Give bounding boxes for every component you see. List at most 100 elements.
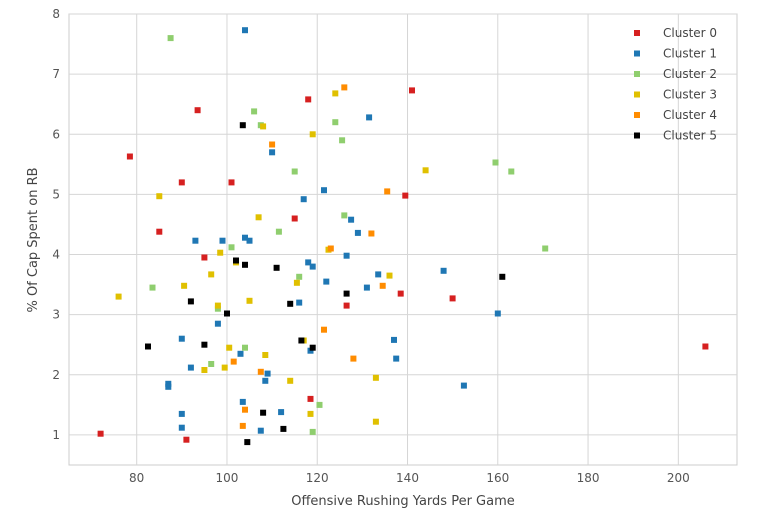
cluster-1-point [237,350,244,357]
cluster-0-point [97,430,104,437]
cluster-1-point [494,310,501,317]
cluster-1-point [343,252,350,259]
cluster-1-point [460,382,467,389]
cluster-0-point [156,228,163,235]
cluster-0-point [402,192,409,199]
cluster-2-point [542,245,549,252]
cluster-1-point [178,335,185,342]
cluster-3-point [221,364,228,371]
cluster-4-point [350,355,357,362]
cluster-1-point [242,27,248,34]
cluster-2-point [339,137,346,144]
y-tick-label: 5 [52,187,60,201]
cluster-1-point [239,398,246,405]
cluster-1-point [321,187,327,194]
x-tick-label: 180 [577,471,600,485]
grid [69,13,737,465]
cluster-1-point [214,320,221,327]
y-tick-label: 7 [52,67,60,81]
cluster-0-point [307,395,314,402]
cluster-1-point [257,427,264,434]
y-tick-label: 8 [52,7,60,21]
cluster-0-point [194,107,201,114]
cluster-1-point [354,229,361,236]
cluster-1-point [264,370,271,377]
cluster-5-point [499,273,506,280]
cluster-0-point [305,96,312,103]
x-tick-label: 140 [396,471,419,485]
cluster-5-point [273,264,280,271]
cluster-1-point [366,114,373,121]
legend-marker-cluster-1 [634,50,640,57]
cluster-1-point [165,383,172,390]
x-tick-label: 200 [667,471,690,485]
y-tick-label: 2 [52,368,60,382]
cluster-0-point [291,215,298,222]
cluster-1-point [363,284,370,291]
y-tick-label: 6 [52,127,60,141]
cluster-1-point [219,237,226,244]
cluster-1-point [309,263,316,270]
cluster-1-point [246,237,253,244]
y-tick-label: 1 [52,428,60,442]
cluster-3-point [262,352,269,358]
cluster-3-point [255,214,262,221]
cluster-2-point [275,228,282,235]
cluster-2-point [251,108,258,115]
cluster-2-point [492,159,499,166]
cluster-4-point [341,84,348,91]
cluster-3-point [422,167,429,174]
cluster-3-point [246,297,253,304]
cluster-3-point [217,249,224,256]
cluster-4-point [379,282,386,289]
cluster-4-point [269,141,276,148]
cluster-1-point [178,424,185,431]
data-points [97,27,709,446]
cluster-1-point [296,299,303,306]
cluster-5-point [244,439,251,446]
cluster-1-point [323,278,330,285]
cluster-3-point [260,123,267,130]
cluster-4-point [230,358,237,365]
cluster-0-point [702,343,709,350]
cluster-4-point [257,368,264,375]
cluster-3-point [156,193,163,200]
cluster-3-point [332,90,339,97]
x-tick-label: 100 [216,471,239,485]
cluster-0-point [343,302,350,309]
legend-marker-cluster-4 [634,112,640,118]
legend-label-cluster-4: Cluster 4 [663,108,717,122]
cluster-0-point [397,290,404,297]
legend-label-cluster-0: Cluster 0 [663,26,717,40]
cluster-5-point [224,310,230,317]
cluster-2-point [291,168,298,175]
cluster-2-point [341,212,348,219]
x-tick-label: 160 [486,471,509,485]
cluster-2-point [296,273,303,280]
cluster-4-point [368,230,375,237]
plot-area [68,13,738,466]
cluster-3-point [372,418,379,425]
cluster-2-point [242,344,248,351]
cluster-1-point [262,377,269,384]
cluster-1-point [278,409,285,416]
cluster-5-point [187,298,194,305]
legend-label-cluster-1: Cluster 1 [663,47,717,61]
cluster-3-point [115,293,122,300]
cluster-2-point [214,305,221,312]
x-tick-label: 80 [129,471,144,485]
cluster-0-point [201,254,208,261]
legend-marker-cluster-2 [634,71,640,77]
cluster-2-point [228,244,235,251]
cluster-1-point [348,216,355,223]
cluster-0-point [228,179,235,186]
cluster-5-point [287,300,294,307]
cluster-0-point [126,153,133,160]
cluster-3-point [287,377,294,384]
cluster-3-point [181,282,188,289]
cluster-0-point [178,179,185,186]
cluster-5-point [280,425,287,432]
cluster-3-point [386,272,393,279]
legend-label-cluster-2: Cluster 2 [663,67,717,81]
cluster-1-point [375,271,382,278]
